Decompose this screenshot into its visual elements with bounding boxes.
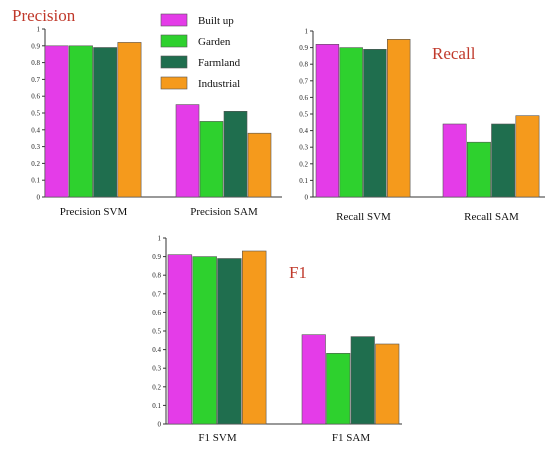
y-tick-label: 0.4 [31,126,40,134]
x-category-label: Precision SAM [190,206,258,218]
bar-industrial [242,250,267,425]
bar-built-up [442,123,467,198]
y-tick-label: 1 [37,26,41,34]
legend-label: Garden [198,36,231,48]
y-tick-label: 0.1 [299,177,308,185]
bar-farmland [363,48,387,198]
y-tick-label: 0.4 [299,127,308,135]
bar-garden [326,352,351,425]
chart-title: F1 [289,263,307,282]
y-tick-label: 0.9 [31,42,40,50]
y-tick-label: 0.3 [152,365,161,373]
y-tick-label: 0.5 [152,328,161,336]
x-category-label: F1 SAM [332,432,370,444]
bar-garden [69,45,93,198]
bar-built-up [301,334,326,425]
legend-swatch [160,34,188,48]
y-tick-label: 1 [158,235,162,243]
y-tick-label: 0.9 [152,253,161,261]
bar-farmland [223,111,248,198]
legend-label: Farmland [198,57,241,69]
y-tick-label: 0.3 [299,144,308,152]
y-tick-label: 0.6 [31,93,40,101]
bar-industrial [515,115,540,198]
bar-garden [199,121,224,198]
legend-label: Built up [198,15,234,27]
y-tick-label: 0.1 [152,402,161,410]
bar-industrial [247,132,272,198]
bar-industrial [117,42,142,198]
legend-swatch [160,13,188,27]
legend-swatch [160,55,188,69]
bar-garden [339,47,363,198]
x-category-label: Recall SAM [464,211,519,223]
bar-built-up [44,45,69,198]
y-tick-label: 0.7 [299,77,308,85]
y-tick-label: 0.2 [152,383,161,391]
y-tick-label: 0.8 [31,59,40,67]
y-tick-label: 0.9 [299,44,308,52]
x-category-label: Recall SVM [336,211,391,223]
y-tick-label: 0.2 [299,160,308,168]
y-tick-label: 1 [305,28,309,36]
y-tick-label: 0.5 [31,110,40,118]
y-tick-label: 0.3 [31,143,40,151]
y-tick-label: 0 [37,194,41,202]
bar-built-up [175,104,200,198]
chart-title: Recall [432,44,476,63]
y-tick-label: 0.8 [152,272,161,280]
x-category-label: F1 SVM [198,432,236,444]
chart-title: Precision [12,6,76,25]
chart-panel-2: 0 0.1 0.2 0.3 0.4 0.5 0.6 0.7 0.8 0.9 1 Recall SVM R… [299,28,545,223]
y-tick-label: 0.4 [152,346,161,354]
bar-farmland [350,336,375,425]
y-tick-label: 0.2 [31,160,40,168]
y-tick-label: 0.1 [31,177,40,185]
x-category-label: Precision SVM [60,206,128,218]
bar-farmland [217,258,242,425]
y-tick-label: 0 [305,194,309,202]
bar-built-up [167,254,193,425]
bar-industrial [375,343,400,425]
bar-garden [466,141,491,198]
y-tick-label: 0.6 [152,309,161,317]
legend-label: Industrial [198,78,240,90]
bar-industrial [386,38,411,198]
y-tick-label: 0.7 [152,290,161,298]
bar-farmland [93,47,118,198]
bar-garden [192,256,217,425]
chart-panel-3: 0 0.1 0.2 0.3 0.4 0.5 0.6 0.7 0.8 0.9 1 F1 SVM F1 SA… [152,235,402,444]
y-tick-label: 0.5 [299,111,308,119]
y-tick-label: 0.7 [31,76,40,84]
legend-swatch [160,76,188,90]
y-tick-label: 0.8 [299,61,308,69]
bar-farmland [491,123,516,198]
legend: Built up Garden Farmland Industrial [160,13,241,90]
y-tick-label: 0.6 [299,94,308,102]
bar-built-up [315,43,340,198]
chart-panel-1: 0 0.1 0.2 0.3 0.4 0.5 0.6 0.7 0.8 0.9 1 Precision S… [12,6,282,218]
y-tick-label: 0 [158,421,162,429]
